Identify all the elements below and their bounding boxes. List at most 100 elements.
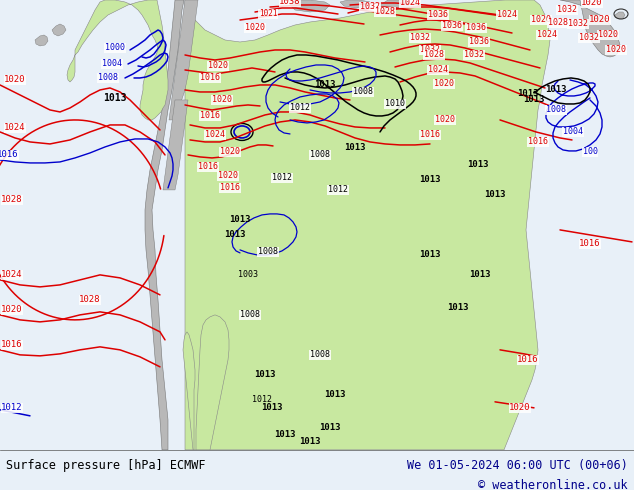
Text: 1013: 1013 bbox=[261, 403, 283, 413]
Text: 1013: 1013 bbox=[224, 230, 246, 240]
Text: 1012: 1012 bbox=[290, 103, 310, 113]
Text: 1036: 1036 bbox=[428, 10, 448, 20]
Text: 1013: 1013 bbox=[419, 250, 441, 259]
Text: 1020: 1020 bbox=[509, 403, 531, 413]
Text: 1008: 1008 bbox=[310, 350, 330, 359]
Polygon shape bbox=[67, 0, 168, 120]
Text: 1016: 1016 bbox=[579, 240, 601, 248]
Text: 1032: 1032 bbox=[360, 2, 380, 11]
Text: 1032: 1032 bbox=[568, 20, 588, 28]
Text: 1008: 1008 bbox=[310, 150, 330, 159]
Text: We 01-05-2024 06:00 UTC (00+06): We 01-05-2024 06:00 UTC (00+06) bbox=[407, 459, 628, 471]
Text: 1020: 1020 bbox=[589, 16, 611, 24]
Text: 1020: 1020 bbox=[531, 16, 551, 24]
Text: 1012: 1012 bbox=[272, 173, 292, 182]
Polygon shape bbox=[35, 35, 48, 46]
Polygon shape bbox=[169, 0, 198, 120]
Polygon shape bbox=[52, 24, 66, 36]
Text: 1013: 1013 bbox=[320, 423, 340, 432]
Text: 1010: 1010 bbox=[385, 99, 405, 108]
Text: 1020: 1020 bbox=[606, 46, 626, 54]
Text: 1024: 1024 bbox=[1, 270, 23, 279]
Text: 1013: 1013 bbox=[467, 160, 489, 170]
Text: 1024: 1024 bbox=[537, 30, 557, 40]
Text: 100: 100 bbox=[583, 147, 597, 156]
Text: 1016: 1016 bbox=[0, 150, 19, 159]
Text: 1013: 1013 bbox=[275, 430, 295, 440]
Text: 1020: 1020 bbox=[598, 30, 618, 40]
Text: 1013: 1013 bbox=[469, 270, 491, 279]
Text: 1013: 1013 bbox=[314, 80, 336, 90]
Text: 1020: 1020 bbox=[212, 96, 232, 104]
Text: 1024: 1024 bbox=[4, 123, 26, 132]
Text: 1008: 1008 bbox=[258, 247, 278, 256]
Text: 1020: 1020 bbox=[220, 147, 240, 156]
Text: 1020: 1020 bbox=[4, 75, 26, 84]
Text: 1028: 1028 bbox=[79, 295, 101, 304]
Text: © weatheronline.co.uk: © weatheronline.co.uk bbox=[478, 479, 628, 490]
Text: 1008: 1008 bbox=[98, 74, 118, 82]
Text: 1016: 1016 bbox=[198, 162, 218, 171]
Text: 1020: 1020 bbox=[218, 172, 238, 180]
Text: 1016: 1016 bbox=[528, 137, 548, 147]
Polygon shape bbox=[290, 0, 330, 12]
Polygon shape bbox=[380, 0, 410, 8]
Text: 1024: 1024 bbox=[428, 66, 448, 74]
Text: 1004: 1004 bbox=[102, 59, 122, 69]
Text: 1020: 1020 bbox=[1, 305, 23, 315]
Text: 1016: 1016 bbox=[517, 355, 539, 365]
Text: 1008: 1008 bbox=[546, 105, 566, 115]
Text: 1013: 1013 bbox=[230, 216, 251, 224]
Text: 1036: 1036 bbox=[442, 22, 462, 30]
Text: 1004: 1004 bbox=[563, 127, 583, 136]
Text: 1013: 1013 bbox=[324, 391, 346, 399]
Text: 1000: 1000 bbox=[105, 44, 125, 52]
Text: 1016: 1016 bbox=[1, 341, 23, 349]
Text: 1016: 1016 bbox=[220, 183, 240, 193]
Text: 1013: 1013 bbox=[545, 85, 567, 95]
Text: 1032: 1032 bbox=[557, 5, 577, 15]
Text: 1013: 1013 bbox=[299, 437, 321, 446]
Text: 1013: 1013 bbox=[419, 175, 441, 184]
Text: 1013: 1013 bbox=[103, 93, 127, 103]
Text: 1032: 1032 bbox=[579, 33, 599, 43]
Text: 1020: 1020 bbox=[208, 61, 228, 71]
Polygon shape bbox=[560, 0, 620, 57]
Text: 1008: 1008 bbox=[240, 310, 260, 319]
Text: 1016: 1016 bbox=[200, 111, 220, 121]
Text: 1013: 1013 bbox=[344, 144, 366, 152]
Text: 1020: 1020 bbox=[435, 116, 455, 124]
Text: 1024: 1024 bbox=[400, 0, 420, 7]
Text: 1008: 1008 bbox=[353, 87, 373, 97]
Polygon shape bbox=[183, 332, 195, 450]
Text: 1013: 1013 bbox=[517, 90, 539, 98]
Text: 1024: 1024 bbox=[205, 130, 225, 140]
Polygon shape bbox=[615, 12, 625, 19]
Text: 1021: 1021 bbox=[259, 9, 277, 19]
Polygon shape bbox=[163, 100, 188, 190]
Text: 1032: 1032 bbox=[420, 46, 440, 54]
Text: 1012: 1012 bbox=[1, 403, 23, 413]
Text: 1028: 1028 bbox=[424, 50, 444, 59]
Text: 1013: 1013 bbox=[523, 96, 545, 104]
Text: 1032: 1032 bbox=[464, 50, 484, 59]
Text: 1036: 1036 bbox=[466, 24, 486, 32]
Text: 1020: 1020 bbox=[581, 0, 603, 7]
Text: 1036: 1036 bbox=[469, 37, 489, 47]
Text: 1020: 1020 bbox=[245, 24, 265, 32]
Polygon shape bbox=[196, 315, 229, 450]
Text: 1003: 1003 bbox=[238, 270, 258, 279]
Polygon shape bbox=[185, 0, 550, 450]
Text: 1016: 1016 bbox=[200, 74, 220, 82]
Text: 1016: 1016 bbox=[420, 130, 440, 140]
Text: 1024: 1024 bbox=[497, 10, 517, 20]
Text: 1028: 1028 bbox=[1, 196, 23, 204]
Text: 1013: 1013 bbox=[254, 370, 276, 379]
Text: 1012: 1012 bbox=[328, 185, 348, 195]
Text: 1012: 1012 bbox=[252, 395, 272, 404]
Text: 1028: 1028 bbox=[548, 19, 568, 27]
Text: 1032: 1032 bbox=[410, 33, 430, 43]
Text: 1013: 1013 bbox=[447, 303, 469, 313]
Polygon shape bbox=[340, 0, 370, 8]
Polygon shape bbox=[145, 0, 184, 450]
